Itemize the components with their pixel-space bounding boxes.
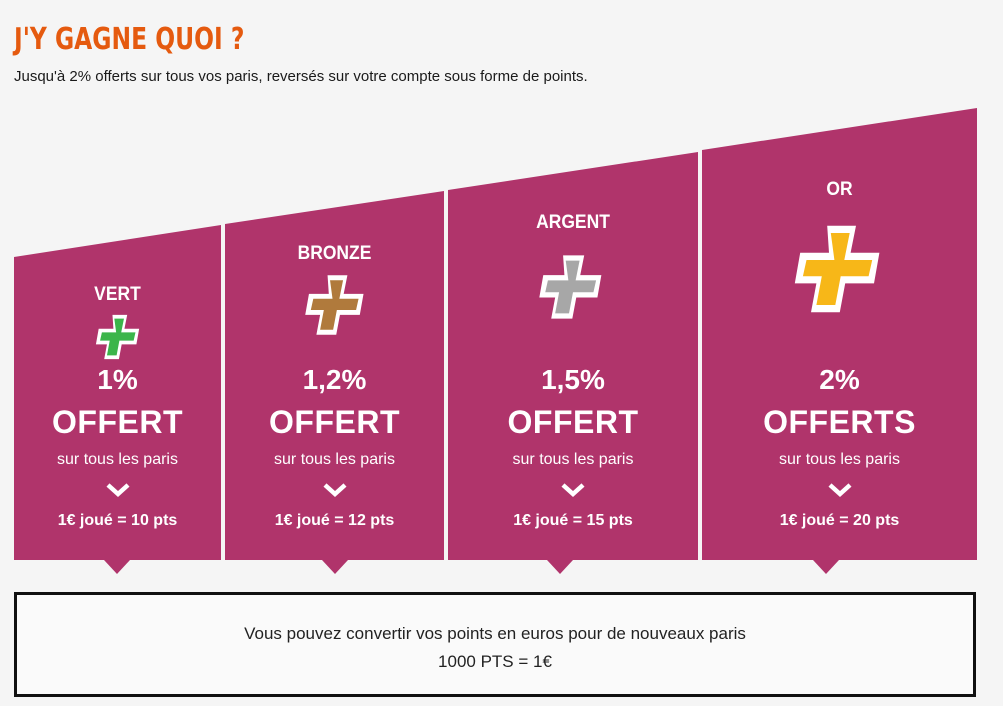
tier-name: OR	[826, 179, 853, 200]
tier-rate: 1€ joué = 12 pts	[274, 512, 395, 529]
tier-pointer	[322, 560, 348, 574]
chevron-down-icon	[561, 483, 585, 498]
tier-scope: sur tous les paris	[57, 451, 178, 468]
tier-name: BRONZE	[297, 243, 372, 264]
tier-pointer	[813, 560, 839, 574]
tier-rate: 1€ joué = 15 pts	[513, 512, 633, 529]
green-plus-icon	[95, 314, 139, 360]
chevron-down-icon	[105, 483, 130, 498]
tier-card-vert: VERT 1% OFFERT sur tous les paris 1€ jou…	[14, 225, 221, 560]
gold-plus-icon	[794, 225, 879, 313]
tier-scope: sur tous les paris	[274, 451, 395, 468]
chevron-down-icon	[827, 483, 852, 498]
tier-name: ARGENT	[536, 212, 610, 233]
chevron-down-icon	[322, 483, 347, 498]
tier-pointer	[547, 560, 573, 574]
conversion-box: Vous pouvez convertir vos points en euro…	[14, 592, 976, 697]
tier-percent: 2%	[819, 364, 860, 395]
tier-offer: OFFERT	[52, 404, 183, 440]
conversion-rate: 1000 PTS = 1€	[438, 652, 552, 671]
tier-percent: 1%	[97, 364, 138, 395]
bronze-plus-icon	[304, 275, 364, 335]
page-subtitle: Jusqu'à 2% offerts sur tous vos paris, r…	[14, 68, 588, 85]
tier-card-argent: ARGENT 1,5% OFFERT sur tous les paris 1€…	[448, 152, 698, 560]
silver-plus-icon	[539, 255, 602, 319]
tier-offer: OFFERTS	[763, 404, 916, 440]
tier-offer: OFFERT	[269, 404, 400, 440]
page-title: J'Y GAGNE QUOI ?	[14, 22, 245, 57]
tier-pointer	[104, 560, 130, 574]
tier-card-or: OR 2% OFFERTS sur tous les paris 1€ joué…	[702, 108, 977, 560]
tier-card-bronze: BRONZE 1,2% OFFERT sur tous les paris 1€…	[225, 191, 444, 560]
tier-scope: sur tous les paris	[512, 451, 634, 468]
tier-scope: sur tous les paris	[779, 451, 900, 468]
tier-rate: 1€ joué = 10 pts	[57, 512, 178, 529]
tier-percent: 1,2%	[302, 364, 367, 395]
tier-name: VERT	[94, 284, 141, 305]
tier-rate: 1€ joué = 20 pts	[779, 512, 900, 529]
conversion-text: Vous pouvez convertir vos points en euro…	[244, 624, 746, 643]
tier-offer: OFFERT	[507, 404, 639, 440]
tier-percent: 1,5%	[541, 364, 605, 395]
